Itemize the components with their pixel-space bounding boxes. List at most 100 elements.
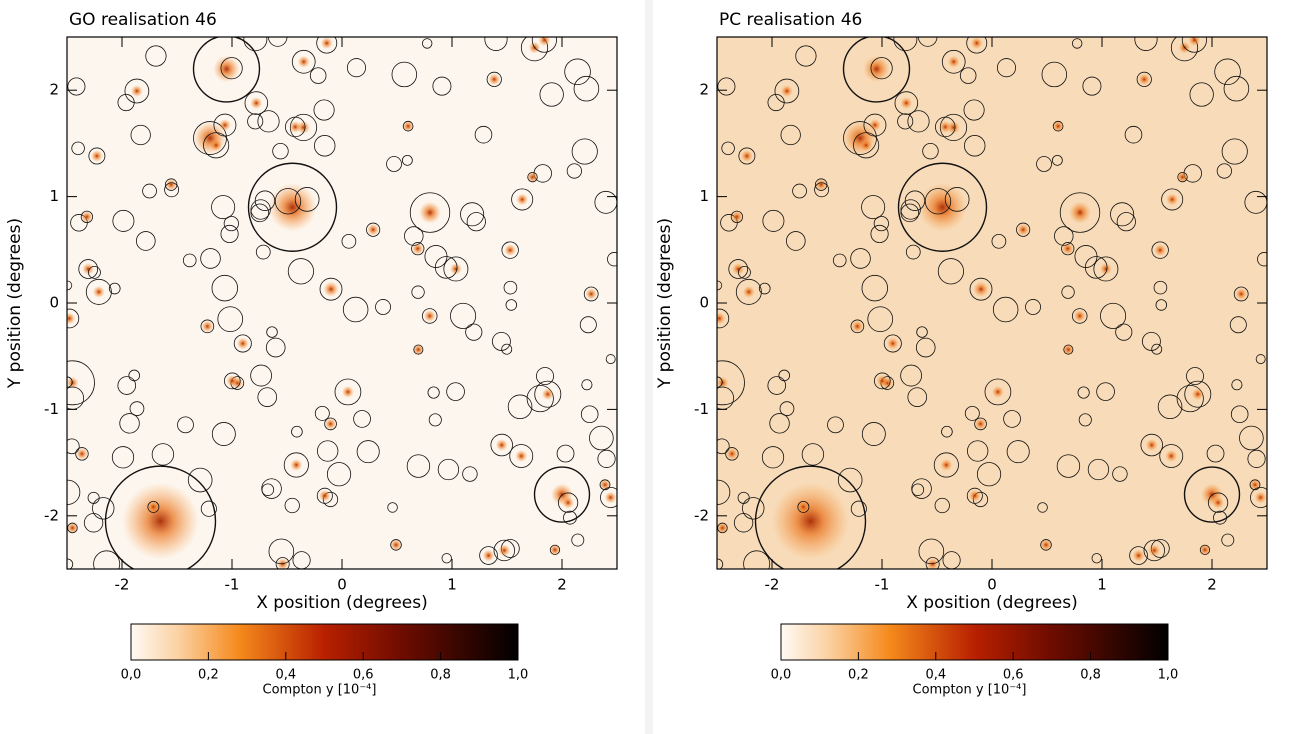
cluster-circle [319, 277, 343, 301]
cluster-signal [122, 482, 199, 560]
cluster-circle [129, 401, 145, 416]
cluster-circle [1249, 479, 1261, 491]
cluster-circle [933, 452, 959, 478]
cluster-circle [104, 465, 217, 569]
cluster-signal [210, 139, 223, 152]
cluster-circle [1025, 299, 1041, 315]
cluster-signal [516, 193, 529, 206]
cluster-circle [1155, 299, 1168, 311]
cluster-circle [275, 557, 290, 569]
map-background [717, 37, 1267, 569]
cluster-circle [285, 116, 306, 138]
cluster-circle [187, 467, 213, 493]
cluster-circle [287, 258, 315, 285]
cluster-circle [539, 82, 564, 107]
cluster-circle [441, 553, 452, 564]
cluster-signal [1165, 450, 1178, 463]
cluster-signal [297, 55, 310, 68]
cluster-signal [860, 139, 873, 152]
cluster-signal [725, 447, 738, 460]
cluster-circle [1077, 386, 1090, 399]
cluster-circle [832, 253, 847, 268]
cluster-circle [1061, 242, 1075, 256]
cluster-circle [67, 479, 81, 505]
cluster-signal [236, 337, 249, 350]
cluster-circle [861, 195, 886, 220]
cluster-circle [88, 147, 106, 165]
cluster-circle [1082, 76, 1102, 96]
cluster-signal [717, 521, 729, 534]
cluster-circle [437, 458, 460, 481]
cluster-circle [1176, 385, 1204, 413]
cluster-circle [581, 379, 593, 391]
cluster-signal [504, 244, 517, 257]
cluster-circle [265, 337, 286, 358]
cluster-signal [1154, 244, 1167, 257]
cluster-circle [366, 222, 381, 237]
cluster-circle [907, 110, 930, 133]
cluster-circle [474, 125, 493, 144]
cluster-circle [996, 58, 1016, 78]
cluster-signal [320, 37, 333, 50]
cluster-circle [792, 183, 807, 199]
cluster-circle [1233, 286, 1249, 302]
cluster-circle [220, 57, 243, 80]
cluster-circle [911, 478, 932, 499]
cluster-circle [563, 510, 577, 525]
cluster-signal [717, 376, 729, 389]
cluster-circle [119, 413, 140, 434]
cluster-circle [795, 45, 817, 67]
cluster-circle [88, 265, 101, 279]
cluster-circle [233, 334, 252, 353]
cluster-circle [67, 308, 80, 329]
cluster-signal [970, 37, 983, 50]
cluster-circle [409, 192, 451, 233]
cluster-circle [1063, 344, 1074, 355]
cluster-circle [1184, 380, 1212, 408]
cluster-circle [767, 376, 787, 395]
cluster-circle [254, 190, 276, 211]
cluster-circle [607, 252, 617, 267]
x-tick-label: 2 [1207, 576, 1217, 594]
cluster-signal [730, 210, 743, 223]
cluster-signal [290, 458, 303, 471]
cluster-circle [313, 135, 336, 157]
cluster-circle [1216, 163, 1232, 179]
cluster-signal [495, 439, 508, 452]
cluster-signal [815, 178, 828, 191]
cluster-circle [597, 449, 616, 468]
cluster-circle [1091, 553, 1102, 564]
x-tick-label: -1 [225, 576, 240, 594]
cluster-circle [900, 203, 920, 223]
cluster-signal [1132, 549, 1145, 562]
cluster-signal [213, 55, 240, 83]
cluster-signal [1176, 171, 1189, 184]
cluster-circle [151, 443, 175, 466]
cluster-signal [851, 320, 864, 333]
cluster-circle [434, 256, 458, 279]
colorbar-tick-label: 1,0 [508, 668, 529, 683]
cluster-circle [922, 142, 939, 160]
cluster-circle [870, 224, 889, 243]
cluster-circle [257, 110, 280, 133]
cluster-circle [111, 446, 135, 469]
cluster-circle [71, 141, 85, 156]
cluster-circle [600, 487, 617, 508]
cluster-signal [147, 500, 160, 513]
cluster-circle [164, 178, 178, 191]
cluster-signal [918, 183, 967, 232]
cluster-circle [1221, 138, 1248, 165]
cluster-signal [973, 281, 989, 297]
cluster-signal [538, 37, 551, 47]
cluster-circle [450, 302, 477, 329]
cluster-circle [1170, 37, 1199, 62]
cluster-signal [341, 385, 354, 398]
cluster-circle [387, 502, 398, 513]
cluster-circle [261, 478, 282, 499]
cluster-circle [1189, 82, 1214, 107]
cluster-circle [1036, 156, 1052, 172]
cluster-circle [1143, 539, 1166, 562]
cluster-circle [192, 37, 261, 103]
cluster-signal [940, 458, 953, 471]
cluster-signal [548, 543, 561, 556]
